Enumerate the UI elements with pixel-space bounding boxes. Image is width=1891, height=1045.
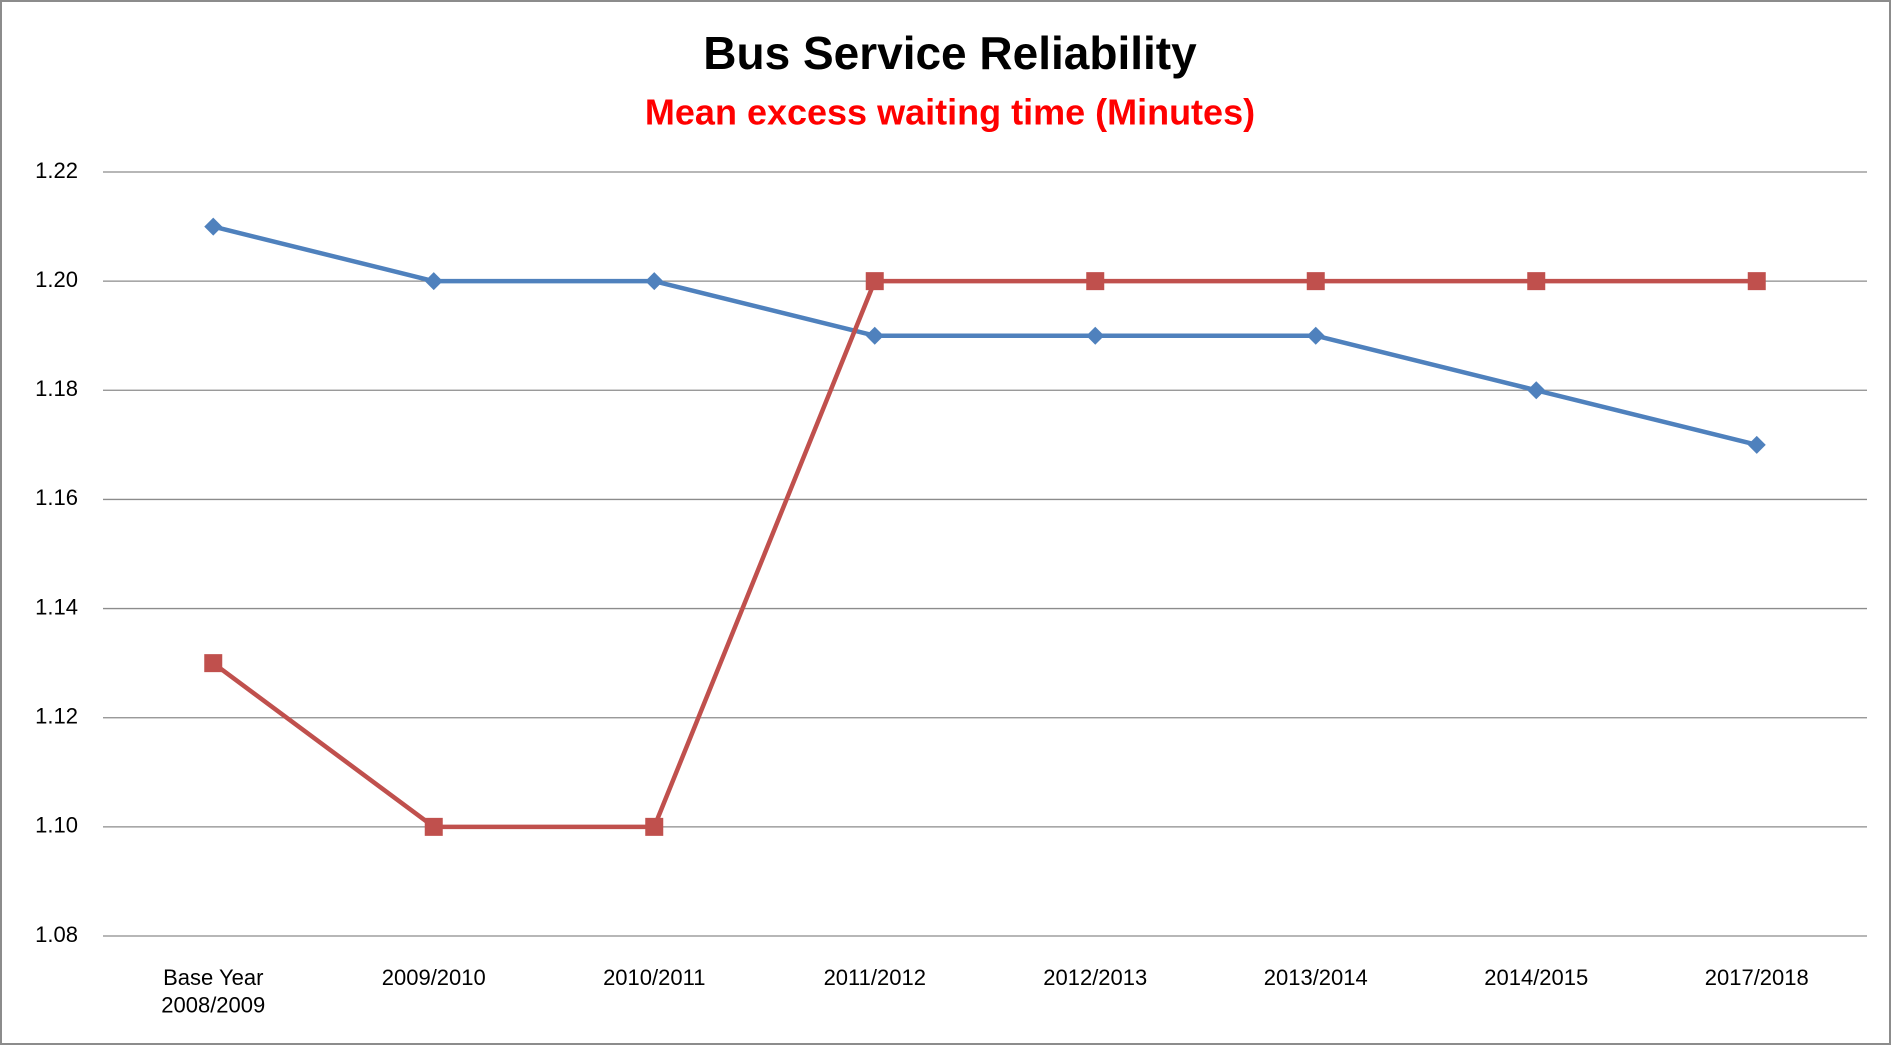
series-line: [211, 278, 1757, 830]
x-tick-label: 2009/2010: [382, 965, 486, 990]
marker: [1527, 381, 1546, 400]
x-tick-label: Base Year 2008/2009: [161, 965, 265, 1018]
y-tick-label: 1.10: [35, 813, 78, 838]
y-tick-label: 1.18: [35, 376, 78, 401]
marker: [645, 272, 664, 291]
marker: [1086, 326, 1105, 345]
x-tick-label: 2014/2015: [1484, 965, 1588, 990]
y-tick-label: 1.12: [35, 704, 78, 729]
marker: [1306, 272, 1325, 291]
marker: [865, 272, 884, 291]
marker: [1306, 326, 1325, 345]
marker: [1527, 272, 1546, 291]
y-tick-label: 1.22: [35, 158, 78, 183]
marker: [424, 817, 443, 836]
marker: [1086, 272, 1105, 291]
marker: [204, 217, 223, 236]
chart-title: Bus Service Reliability: [703, 27, 1197, 79]
x-tick-label: 2017/2018: [1705, 965, 1809, 990]
y-tick-label: 1.20: [35, 267, 78, 292]
marker: [865, 326, 884, 345]
marker: [204, 654, 223, 673]
series-line: [212, 224, 1758, 448]
marker: [645, 817, 664, 836]
y-tick-label: 1.14: [35, 594, 78, 619]
marker: [424, 272, 443, 291]
x-tick-label: 2013/2014: [1264, 965, 1368, 990]
marker: [1747, 272, 1766, 291]
y-tick-label: 1.08: [35, 922, 78, 947]
y-tick-label: 1.16: [35, 485, 78, 510]
x-tick-label: 2010/2011: [603, 965, 705, 990]
chart-subtitle: Mean excess waiting time (Minutes): [645, 92, 1255, 133]
x-tick-label: 2011/2012: [824, 965, 926, 990]
marker: [1747, 435, 1766, 454]
x-tick-label: 2012/2013: [1043, 965, 1147, 990]
